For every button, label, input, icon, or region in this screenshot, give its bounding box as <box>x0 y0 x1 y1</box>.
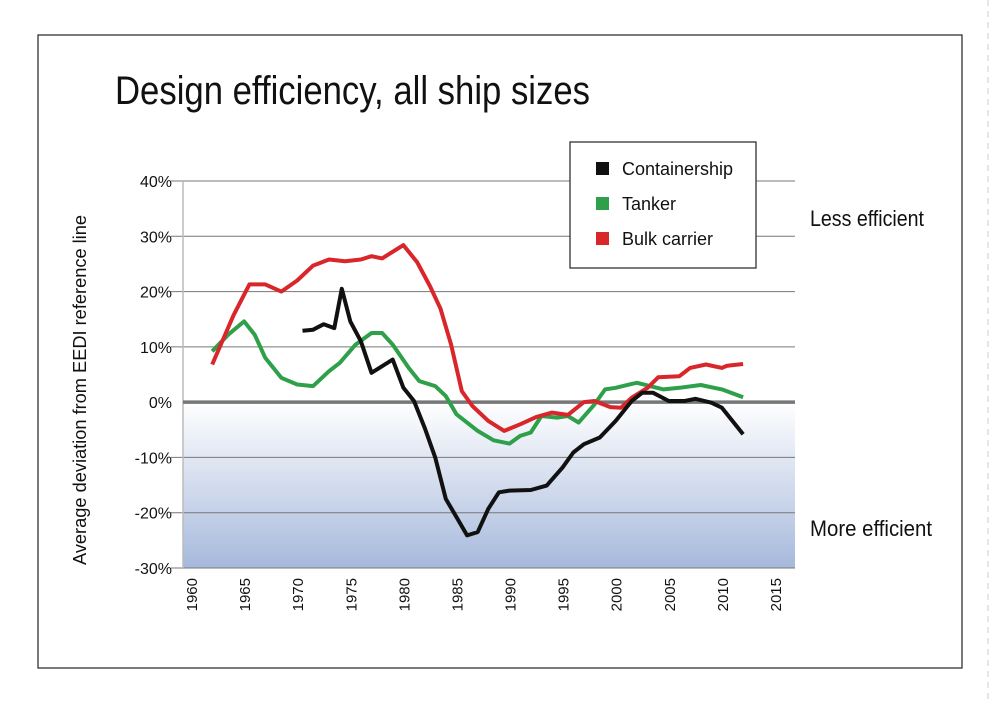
annotation-less-efficient: Less efficient <box>810 206 924 231</box>
x-tick-label: 1975 <box>343 578 360 611</box>
x-tick-label: 1965 <box>237 578 254 611</box>
y-tick-label: 20% <box>140 285 172 302</box>
x-tick-label: 1980 <box>396 578 413 611</box>
legend-swatch <box>596 162 609 175</box>
y-tick-label: 0% <box>149 395 172 412</box>
legend-label: Tanker <box>622 194 676 214</box>
series-line-tanker <box>210 319 744 446</box>
x-tick-label: 2000 <box>609 578 626 611</box>
below-zero-shading <box>183 402 795 568</box>
y-tick-label: -10% <box>135 450 172 467</box>
y-tick-label: -20% <box>135 506 172 523</box>
series-line-containership <box>302 286 745 538</box>
y-tick-label: 10% <box>140 340 172 357</box>
annotation-more-efficient: More efficient <box>810 516 932 541</box>
y-tick-labels: 40% 30% 20% 10% 0% -10% -20% -30% <box>135 174 172 578</box>
x-tick-label: 2015 <box>768 578 785 611</box>
x-tick-label: 1990 <box>503 578 520 611</box>
x-tick-label: 1985 <box>449 578 466 611</box>
x-tick-label: 1995 <box>556 578 573 611</box>
y-tick-label: 30% <box>140 229 172 246</box>
y-tick-label: -30% <box>135 561 172 578</box>
legend: Containership Tanker Bulk carrier <box>569 141 757 269</box>
legend-swatch <box>596 232 609 245</box>
chart-title: Design efficiency, all ship sizes <box>115 69 590 113</box>
x-tick-label: 1970 <box>290 578 307 611</box>
y-axis-label: Average deviation from EEDI reference li… <box>70 215 90 565</box>
legend-label: Containership <box>622 159 733 179</box>
x-tick-label: 2005 <box>662 578 679 611</box>
x-tick-labels: 1960 1965 1970 1975 1980 1985 1990 1995 2000 2005… <box>184 578 785 611</box>
x-tick-label: 2010 <box>715 578 732 611</box>
chart-frame <box>37 34 963 669</box>
series-line-bulk-carrier <box>210 243 744 433</box>
legend-label: Bulk carrier <box>622 229 713 249</box>
legend-swatch <box>596 197 609 210</box>
y-tick-label: 40% <box>140 174 172 191</box>
series-lines <box>183 243 795 538</box>
x-tick-label: 1960 <box>184 578 201 611</box>
